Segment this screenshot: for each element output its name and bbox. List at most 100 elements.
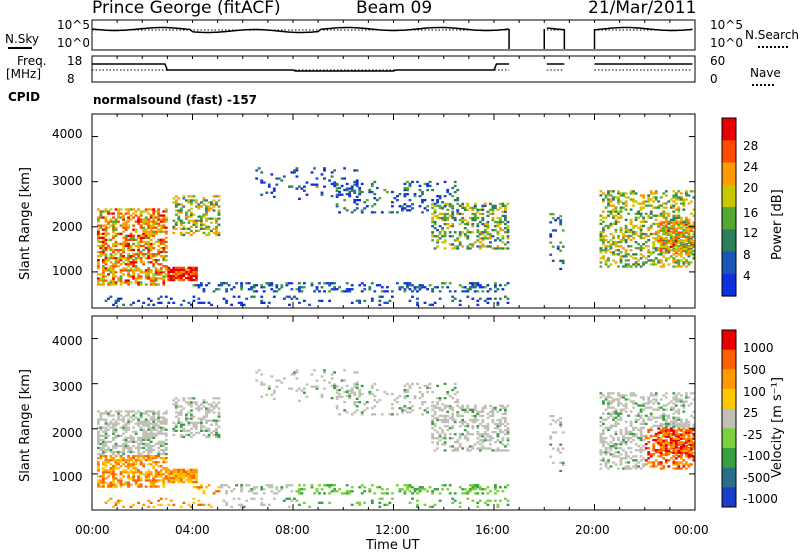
velocity-cell (431, 390, 434, 394)
power-cell (99, 232, 103, 235)
velocity-cell (602, 412, 605, 415)
power-cell (451, 204, 455, 207)
power-cell (431, 206, 434, 209)
velocity-cell (682, 422, 686, 425)
velocity-cell (129, 410, 133, 413)
power-cell (97, 236, 100, 239)
velocity-cell (682, 400, 686, 403)
velocity-cell (478, 435, 482, 438)
power-cell (358, 199, 362, 202)
velocity-cell (677, 443, 681, 446)
velocity-cell (119, 471, 123, 474)
power-cell (609, 263, 613, 266)
velocity-cell (687, 434, 691, 438)
power-cell (109, 265, 113, 268)
velocity-cell (119, 477, 123, 480)
velocity-cell (149, 455, 153, 458)
power-cell (624, 230, 628, 234)
power-cell (672, 265, 676, 268)
power-cell (179, 211, 183, 214)
power-cell (132, 208, 135, 211)
velocity-cell (162, 481, 166, 484)
nsky-tick-top: 10^5 (57, 18, 90, 32)
power-cell (677, 247, 681, 251)
power-cell (174, 203, 178, 206)
power-cell (672, 253, 676, 256)
velocity-cell (687, 420, 691, 423)
power-cell (499, 202, 502, 205)
power-cell (195, 270, 198, 274)
velocity-cell (652, 453, 656, 456)
power-cell (179, 209, 183, 212)
power-cell (262, 181, 266, 184)
power-cell (127, 263, 130, 266)
velocity-cell (483, 404, 487, 407)
power-cell (403, 182, 407, 186)
power-cell (134, 230, 138, 233)
velocity-cell (398, 407, 402, 410)
velocity-cell (132, 461, 135, 464)
velocity-cell (662, 416, 666, 419)
velocity-cell (466, 492, 470, 495)
velocity-cell (664, 431, 668, 434)
power-cell (634, 261, 638, 264)
power-cell (685, 245, 688, 248)
power-cell (112, 275, 115, 278)
power-cell (685, 190, 688, 193)
power-cell (127, 281, 130, 284)
power-cell (458, 284, 462, 287)
velocity-cell (677, 398, 681, 401)
velocity-cell (162, 444, 166, 448)
power-cell (406, 284, 409, 287)
velocity-cell (438, 418, 442, 422)
power-cell (612, 241, 615, 244)
power-cell (629, 245, 633, 248)
velocity-cell (674, 463, 678, 466)
velocity-cell (129, 463, 133, 466)
power-cell (132, 269, 135, 272)
velocity-cell (109, 473, 113, 476)
power-cell (182, 233, 186, 237)
power-cell (443, 231, 447, 234)
power-cell (109, 261, 113, 264)
power-cell (272, 189, 276, 192)
power-cell (172, 272, 176, 276)
velocity-cell (685, 394, 688, 397)
power-cell (612, 236, 615, 240)
power-cell (657, 206, 661, 209)
power-cell (599, 230, 603, 234)
velocity-cell (431, 433, 434, 436)
power-cell (159, 246, 163, 250)
power-cell (137, 246, 140, 250)
power-cell (154, 216, 158, 219)
velocity-cell (627, 461, 630, 464)
power-cell (147, 218, 151, 221)
velocity-cell (267, 484, 271, 487)
power-cell (137, 273, 140, 276)
power-cell (195, 225, 198, 228)
power-cell (210, 207, 213, 210)
power-cell (119, 279, 123, 282)
velocity-cell (624, 457, 628, 460)
velocity-cell (192, 501, 196, 504)
power-cell (177, 278, 181, 282)
power-cell (114, 257, 118, 260)
velocity-cell (690, 441, 693, 444)
velocity-cell (132, 444, 135, 448)
power-cell (338, 193, 341, 196)
velocity-cell (355, 384, 359, 388)
power-cell (102, 267, 105, 270)
power-cell (682, 230, 686, 234)
velocity-cell (114, 442, 118, 446)
power-cell (443, 247, 447, 250)
velocity-cell (323, 492, 326, 495)
power-cell (172, 276, 176, 280)
velocity-cell (280, 381, 284, 384)
power-cell (212, 205, 216, 208)
velocity-cell (112, 430, 115, 433)
power-cell (315, 177, 319, 180)
velocity-cell (403, 388, 407, 392)
velocity-cell (624, 443, 628, 446)
power-cell (659, 251, 663, 254)
velocity-cell (360, 484, 364, 487)
